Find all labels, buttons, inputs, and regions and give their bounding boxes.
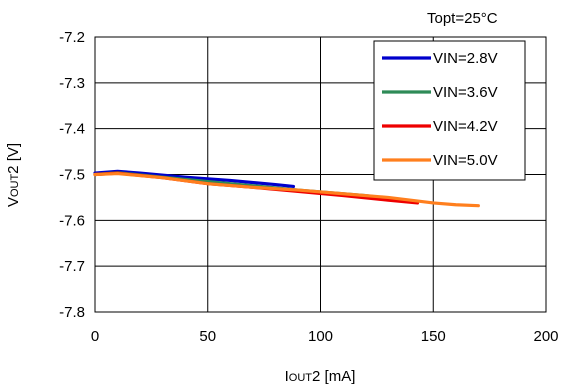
y-axis-label-main: V [5, 197, 22, 207]
y-tick-label: -7.3 [59, 75, 85, 92]
y-axis-label-sub: OUT [9, 174, 21, 198]
x-tick-label: 100 [308, 328, 333, 345]
legend-label: VIN=2.8V [433, 50, 498, 67]
legend-label: VIN=5.0V [433, 152, 498, 169]
y-tick-label: -7.8 [59, 304, 85, 321]
temperature-annotation: Topt=25°C [427, 10, 498, 27]
legend-box [373, 40, 526, 181]
series-lines [93, 169, 480, 208]
x-axis-label: IOUT2 [mA] [285, 368, 356, 385]
legend: VIN=2.8V VIN=3.6V VIN=4.2V VIN=5.0V [373, 40, 526, 181]
y-tick-label: -7.7 [59, 258, 85, 275]
x-tick-label: 150 [421, 328, 446, 345]
y-tick-label: -7.5 [59, 167, 85, 184]
x-axis-label-tail: 2 [mA] [312, 368, 355, 385]
y-axis-label-tail: 2 [V] [5, 143, 22, 174]
y-axis-label: VOUT2 [V] [5, 143, 22, 207]
x-axis-label-main: I [285, 368, 289, 385]
x-tick-label: 0 [91, 328, 99, 345]
x-axis-ticks: 0 50 100 150 200 [91, 328, 559, 345]
y-tick-label: -7.6 [59, 212, 85, 229]
y-tick-label: -7.4 [59, 121, 85, 138]
x-tick-label: 50 [199, 328, 216, 345]
series-line-4 [93, 171, 480, 208]
legend-label: VIN=3.6V [433, 84, 498, 101]
x-tick-label: 200 [533, 328, 558, 345]
y-axis-ticks: -7.2 -7.3 -7.4 -7.5 -7.6 -7.7 -7.8 [59, 29, 85, 321]
legend-label: VIN=4.2V [433, 118, 498, 135]
y-tick-label: -7.2 [59, 29, 85, 46]
x-axis-label-sub: OUT [289, 372, 313, 384]
